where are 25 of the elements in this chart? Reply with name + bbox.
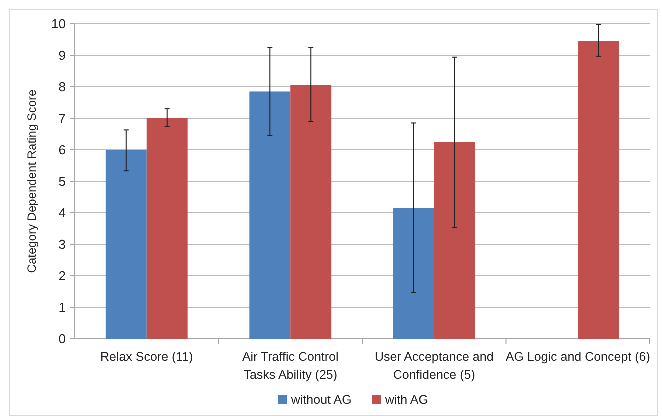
- bar: [146, 118, 188, 339]
- y-tick-label: 4: [58, 206, 66, 221]
- x-tick-label: Relax Score (11): [100, 350, 194, 364]
- legend-label: with AG: [384, 393, 428, 407]
- y-tick-label: 2: [58, 268, 66, 284]
- bar: [393, 208, 434, 339]
- y-tick-label: 3: [58, 237, 66, 252]
- y-tick-label: 7: [58, 111, 66, 126]
- y-tick-label: 1: [58, 300, 66, 316]
- y-tick-label: 9: [58, 48, 66, 64]
- legend-label: without AG: [290, 393, 352, 407]
- y-tick-label: 10: [52, 16, 66, 32]
- x-tick-label: AG Logic and Concept (6): [506, 350, 650, 364]
- y-axis-title: Category Dependent Rating Score: [25, 89, 39, 274]
- bar: [250, 92, 291, 339]
- y-tick-label: 0: [58, 332, 66, 347]
- y-tick-label: 6: [58, 142, 66, 158]
- y-tick-label: 5: [58, 174, 66, 190]
- bar: [106, 150, 147, 339]
- y-tick-label: 8: [58, 80, 66, 95]
- bar: [578, 41, 620, 339]
- x-tick-label: User Acceptance and Confidence (5): [374, 350, 494, 382]
- bar: [290, 85, 332, 339]
- x-tick-label: Air Traffic Control Tasks Ability (25): [242, 350, 339, 382]
- bar: [434, 142, 476, 339]
